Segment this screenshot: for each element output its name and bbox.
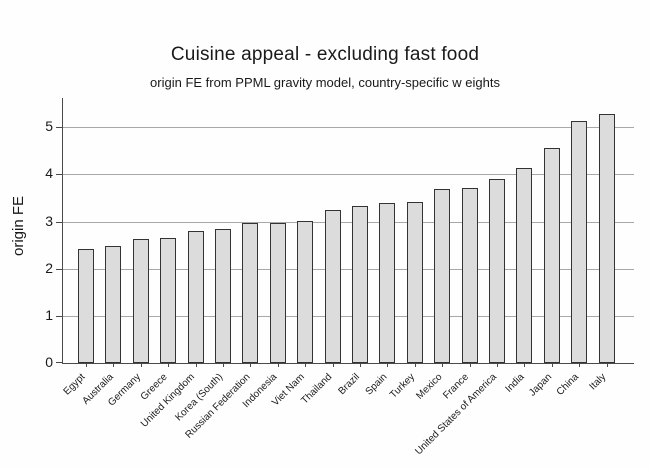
gridline: [63, 315, 634, 317]
x-tick: [524, 363, 526, 367]
bar: [489, 179, 505, 363]
y-tick-label: 1: [45, 306, 53, 323]
x-tick-label: Mexico: [413, 371, 445, 402]
y-tick-label: 3: [45, 212, 53, 229]
bar: [105, 246, 122, 363]
x-tick-label: Turkey: [387, 371, 417, 401]
x-tick: [140, 363, 142, 367]
bar: [242, 223, 259, 363]
gridline: [63, 174, 634, 176]
x-tick: [86, 363, 87, 367]
x-tick: [277, 363, 279, 367]
x-tick: [113, 363, 115, 367]
bar: [379, 203, 396, 363]
bar: [297, 221, 314, 363]
x-tick: [223, 363, 224, 367]
y-tick: [56, 174, 62, 176]
x-tick: [387, 363, 389, 367]
x-tick: [606, 363, 608, 367]
y-tick-label: 4: [45, 165, 53, 182]
x-tick: [551, 363, 553, 367]
x-tick: [250, 363, 252, 367]
y-tick-label: 0: [45, 354, 53, 370]
bar: [352, 206, 368, 363]
x-tick: [360, 363, 361, 367]
y-tick: [56, 268, 62, 270]
x-tick: [168, 363, 170, 367]
bar: [187, 231, 204, 363]
y-tick-label: 5: [45, 118, 53, 135]
y-tick-label: 2: [45, 259, 53, 276]
bar: [543, 148, 560, 363]
bar: [598, 114, 615, 363]
x-tick-label: Spain: [363, 371, 390, 398]
bar: [516, 168, 533, 363]
x-tick-label: India: [503, 371, 527, 395]
x-tick-label: Japan: [526, 371, 554, 399]
x-tick-label: Italy: [587, 371, 609, 393]
bar: [461, 188, 478, 363]
bar: [269, 223, 286, 363]
bar: [78, 249, 94, 363]
y-tick: [56, 127, 62, 129]
x-tick: [305, 363, 307, 367]
bar: [215, 229, 231, 363]
y-tick: [56, 315, 62, 317]
bar: [324, 210, 341, 363]
bar: [406, 202, 423, 363]
y-tick: [56, 221, 62, 223]
x-tick: [497, 363, 498, 367]
bar: [160, 238, 177, 363]
gridline: [63, 127, 634, 129]
x-tick-label: Brazil: [336, 371, 362, 398]
chart-subtitle: origin FE from PPML gravity model, count…: [150, 75, 500, 90]
gridline: [63, 221, 634, 223]
x-tick: [469, 363, 471, 367]
x-tick: [442, 363, 444, 367]
bar: [434, 189, 451, 363]
y-tick: [56, 362, 62, 363]
chart-title: Cuisine appeal - excluding fast food: [170, 44, 480, 65]
x-tick-label: China: [554, 371, 582, 398]
bar: [571, 121, 588, 363]
bar: [132, 239, 149, 363]
x-tick-label: Egypt: [62, 371, 88, 398]
gridline: [63, 268, 634, 270]
x-tick: [579, 363, 581, 367]
plot-area: 0 1 2 3 4 5 Egypt Australia Germany Greece United …: [45, 98, 634, 457]
x-tick: [332, 363, 334, 367]
x-tick: [195, 363, 197, 367]
x-tick: [414, 363, 416, 367]
